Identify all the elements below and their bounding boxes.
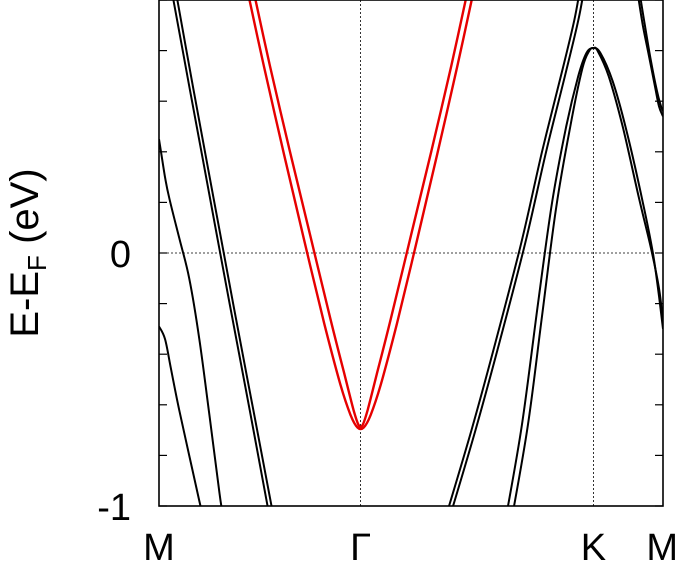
x-tick-label: Γ	[350, 527, 371, 568]
band-line-9	[513, 46, 663, 506]
band-line-6	[448, 0, 580, 506]
band-line-0	[254, 0, 467, 429]
x-tick-label: M	[143, 527, 175, 568]
band-lines	[159, 0, 663, 506]
plot-frame	[158, 0, 664, 507]
band-line-8	[506, 47, 663, 506]
band-line-1	[248, 0, 473, 431]
band-line-3	[176, 0, 273, 506]
reference-lines	[159, 0, 663, 506]
y-axis-label: E-EF (eV)	[3, 168, 52, 337]
band-line-2	[172, 0, 269, 506]
x-tick-label: K	[581, 527, 606, 568]
x-tick-label: M	[646, 527, 678, 568]
band-line-5	[159, 325, 202, 506]
band-line-7	[452, 0, 584, 506]
band-line-11	[639, 0, 663, 112]
band-line-4	[159, 139, 223, 506]
y-tick-label: -1	[97, 487, 131, 529]
tick-labels: -10M Γ K M	[97, 234, 678, 568]
y-tick-label: 0	[110, 234, 131, 276]
